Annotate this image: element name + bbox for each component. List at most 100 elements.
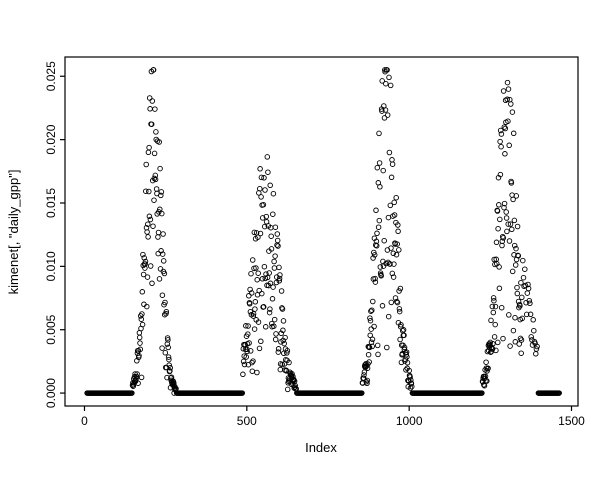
data-point [145, 149, 152, 156]
data-point [280, 318, 287, 324]
data-point [371, 252, 378, 258]
data-point [369, 336, 376, 343]
data-point [150, 223, 156, 229]
data-point [276, 264, 282, 271]
data-point [272, 224, 279, 230]
data-point [381, 237, 387, 244]
data-point [500, 335, 506, 342]
data-point [368, 308, 374, 314]
data-point [379, 303, 386, 309]
data-point [144, 303, 150, 310]
data-point [143, 188, 149, 194]
data-point [390, 274, 397, 280]
data-point [522, 282, 529, 289]
data-point [376, 160, 383, 166]
data-point [267, 280, 274, 287]
x-axis-label: Index [305, 440, 337, 455]
data-point [284, 347, 291, 354]
data-point [276, 278, 283, 284]
data-point [514, 284, 520, 291]
data-point [490, 309, 497, 316]
data-point [495, 339, 501, 346]
data-point [400, 327, 407, 333]
data-point [398, 359, 405, 366]
data-point [394, 241, 400, 247]
data-point [522, 266, 528, 272]
data-point [366, 359, 372, 365]
data-point [278, 288, 285, 294]
data-point [256, 287, 262, 294]
data-point [159, 210, 165, 217]
data-point [394, 299, 401, 306]
data-point [142, 261, 148, 267]
data-point [278, 330, 284, 337]
data-point [268, 233, 274, 239]
x-tick-label: 500 [237, 414, 257, 428]
data-point [274, 231, 281, 237]
data-point [491, 334, 498, 340]
data-point [253, 265, 259, 271]
data-point [374, 230, 380, 237]
data-point [284, 386, 291, 393]
data-point [260, 304, 267, 310]
data-point [241, 361, 248, 368]
data-point [291, 377, 297, 383]
data-point [149, 280, 155, 287]
data-point [497, 216, 503, 223]
data-point [145, 234, 151, 240]
data-point [271, 265, 278, 271]
data-point [282, 334, 288, 341]
x-tick-label: 1500 [558, 414, 585, 428]
data-point [275, 346, 282, 352]
data-point [507, 343, 513, 349]
data-point [270, 211, 276, 217]
data-point [144, 229, 150, 235]
y-tick-label: 0.025 [44, 61, 58, 91]
data-point [393, 251, 400, 258]
data-point [512, 262, 519, 268]
data-point [144, 274, 151, 280]
data-point [518, 337, 525, 343]
data-point [387, 261, 393, 267]
data-point [134, 371, 140, 377]
data-point [271, 316, 278, 323]
data-point [501, 200, 508, 207]
data-point [157, 165, 163, 172]
data-point [506, 312, 512, 318]
data-point [155, 250, 161, 257]
data-points [84, 67, 562, 396]
data-point [266, 270, 272, 276]
data-point [277, 272, 283, 278]
data-point [530, 317, 536, 323]
data-point [166, 362, 172, 368]
data-point [375, 351, 381, 358]
data-point [498, 143, 504, 150]
data-point [484, 378, 490, 384]
data-point [248, 290, 255, 296]
data-point [371, 249, 377, 256]
data-point [379, 78, 385, 84]
data-point [496, 264, 502, 270]
data-point [396, 306, 403, 312]
data-point [269, 296, 276, 302]
data-point [137, 346, 144, 353]
data-point [503, 215, 510, 221]
data-point [396, 308, 403, 315]
data-point [143, 161, 149, 168]
data-point [504, 228, 510, 235]
data-point [525, 285, 532, 292]
data-point [162, 349, 169, 356]
data-point [146, 95, 153, 101]
data-point [165, 354, 172, 360]
data-point [262, 324, 269, 330]
data-point [248, 270, 254, 277]
data-point [239, 390, 246, 396]
data-point [275, 349, 282, 355]
data-point [254, 369, 260, 376]
data-point [531, 327, 537, 334]
data-point [257, 166, 263, 172]
data-point [505, 221, 511, 227]
data-point [250, 358, 256, 364]
data-point [385, 214, 392, 221]
